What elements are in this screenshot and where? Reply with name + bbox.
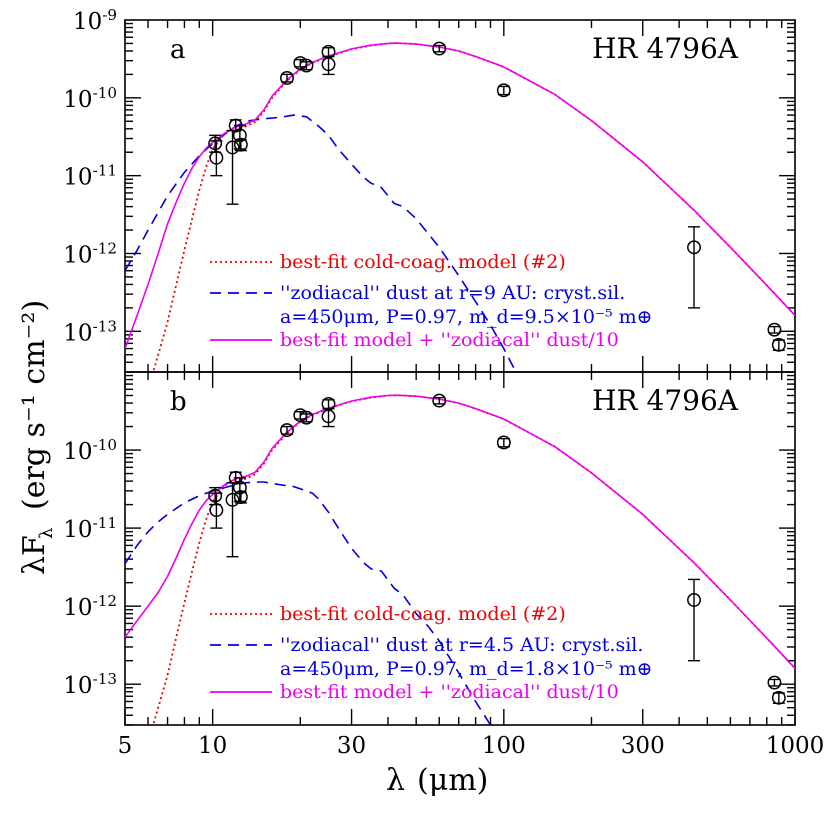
- x-tick-label: 5: [118, 733, 133, 759]
- y-tick-label: 10-13: [63, 317, 117, 346]
- legend: best-fit cold-coag. model (#2) ''zodiacal…: [210, 251, 653, 351]
- data-point: [232, 128, 247, 143]
- data-point: [208, 488, 223, 503]
- x-tick-label: 300: [621, 733, 665, 759]
- x-axis-label-unit: (μm): [417, 763, 488, 798]
- panel-label: a: [170, 35, 186, 65]
- y-tick-label: 10-11: [63, 514, 117, 543]
- legend-label-line2: a=450μm, P=0.97, m_d=1.8×10⁻⁵ m⊕: [280, 658, 653, 680]
- panel-b: 10-13 10-12 10-11 10-10 5 10 30 100 300 1000 b HR 4…: [63, 371, 825, 759]
- data-point: [771, 337, 786, 352]
- y-tick-label: 10-10: [63, 84, 117, 113]
- y-axis-label-unit: (erg s⁻¹ cm⁻²): [17, 300, 52, 510]
- data-point: [687, 240, 701, 255]
- y-axis-label: λF λ (erg s⁻¹ cm⁻²): [17, 300, 57, 575]
- data-point: [432, 393, 447, 408]
- series-line-dashed: [125, 114, 517, 372]
- data-point: [299, 410, 314, 425]
- data-point: [496, 83, 511, 98]
- legend: best-fit cold-coag. model (#2) ''zodiacal…: [210, 603, 653, 703]
- x-tick-label: 10: [198, 733, 227, 759]
- y-axis-label-sub: λ: [36, 528, 57, 539]
- y-tick-label: 10-12: [63, 592, 117, 621]
- data-point: [496, 435, 511, 450]
- data-point: [280, 423, 294, 438]
- legend-label: ''zodiacal'' dust at r=9 AU: cryst.sil.: [280, 282, 625, 304]
- x-tick-label: 100: [482, 733, 526, 759]
- data-point: [225, 140, 240, 155]
- data-point: [280, 71, 294, 85]
- y-tick-label: 10-10: [63, 436, 117, 465]
- panel-title: HR 4796A: [592, 384, 739, 417]
- legend-label: best-fit cold-coag. model (#2): [280, 603, 566, 625]
- y-tick-label: 10-9: [73, 6, 117, 35]
- legend-label: best-fit cold-coag. model (#2): [280, 251, 566, 273]
- x-axis-label-symbol: λ: [386, 763, 405, 798]
- data-point: [432, 41, 447, 56]
- y-tick-label: 10-13: [63, 670, 117, 699]
- x-tick-label: 30: [337, 733, 366, 759]
- data-point: [232, 480, 247, 495]
- legend-label: best-fit model + ''zodiacal'' dust/10: [280, 329, 619, 351]
- panel-a: 10-13 10-12 10-11 10-10 10-9 a HR 4796A best-fi…: [63, 6, 796, 373]
- data-point: [208, 136, 223, 151]
- y-tick-label: 10-11: [63, 162, 117, 191]
- legend-label: best-fit model + ''zodiacal'' dust/10: [280, 681, 619, 703]
- data-point: [299, 58, 314, 73]
- data-point: [233, 490, 248, 504]
- legend-label-line2: a=450μm, P=0.97, m_d=9.5×10⁻⁵ m⊕: [280, 306, 653, 328]
- y-axis-label-main: λF: [17, 535, 52, 575]
- data-point: [687, 593, 701, 607]
- panel-title: HR 4796A: [592, 32, 739, 65]
- panel-frame: [124, 371, 796, 726]
- data-point: [767, 675, 782, 690]
- data-point: [321, 57, 336, 72]
- data-point: [225, 492, 240, 507]
- data-point: [233, 137, 248, 152]
- data-point: [771, 690, 786, 705]
- x-tick-label: 1000: [766, 733, 825, 759]
- y-tick-label: 10-12: [63, 239, 117, 268]
- panel-label: b: [170, 387, 187, 417]
- legend-label: ''zodiacal'' dust at r=4.5 AU: cryst.sil…: [280, 634, 643, 656]
- data-point: [767, 322, 782, 337]
- data-point: [209, 150, 224, 165]
- data-point: [209, 503, 224, 518]
- data-point: [321, 409, 336, 424]
